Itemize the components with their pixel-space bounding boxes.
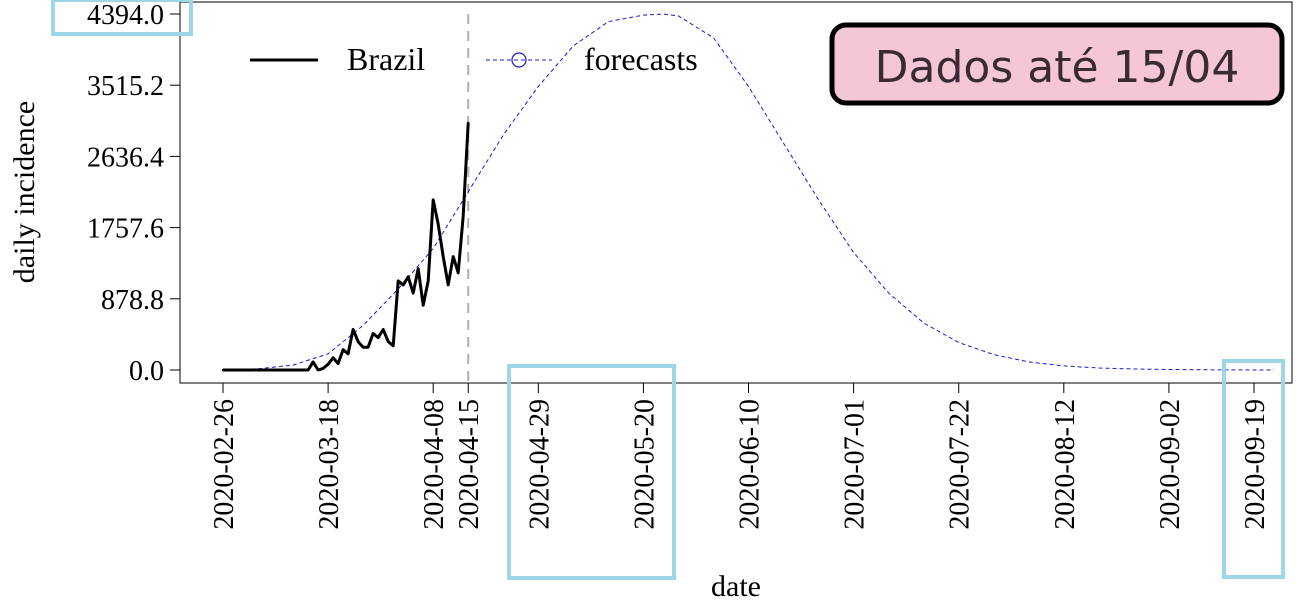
data-point-brazil bbox=[306, 368, 310, 372]
annotation-badge-text: Dados até 15/04 bbox=[875, 42, 1240, 93]
data-point-brazil bbox=[341, 348, 345, 351]
data-point-brazil bbox=[271, 368, 275, 372]
y-tick-label: 1757.6 bbox=[87, 214, 164, 245]
y-tick-label: 4394.0 bbox=[87, 0, 164, 31]
data-point-brazil bbox=[382, 328, 385, 331]
data-point-brazil bbox=[377, 336, 380, 339]
data-point-brazil bbox=[336, 362, 340, 365]
data-point-brazil bbox=[442, 255, 445, 258]
data-point-brazil bbox=[281, 368, 285, 372]
x-tick-label: 2020-04-15 bbox=[454, 399, 485, 530]
highlight-boxes bbox=[51, 0, 1285, 580]
data-point-brazil bbox=[266, 368, 270, 372]
data-point-brazil bbox=[331, 356, 335, 359]
series-line-brazil bbox=[223, 122, 470, 372]
data-point-brazil bbox=[351, 328, 355, 331]
y-axis: 0.0 878.8 1757.6 2636.4 3515.2 4394.0 bbox=[87, 0, 181, 387]
data-point-brazil bbox=[301, 368, 305, 372]
highlight-box-end-date bbox=[1222, 359, 1285, 579]
x-tick-label: 2020-03-18 bbox=[314, 399, 345, 530]
data-point-brazil bbox=[392, 344, 395, 347]
data-point-brazil bbox=[256, 368, 260, 372]
data-point-brazil bbox=[452, 255, 455, 258]
x-tick-label: 2020-08-12 bbox=[1050, 399, 1081, 530]
data-point-brazil bbox=[422, 304, 425, 307]
legend-label-forecasts: forecasts bbox=[584, 41, 698, 77]
y-tick-label: 3515.2 bbox=[87, 71, 164, 102]
x-tick-label: 2020-09-19 bbox=[1240, 399, 1271, 530]
data-point-brazil bbox=[241, 368, 245, 372]
data-point-brazil bbox=[371, 332, 375, 335]
data-point-brazil bbox=[361, 346, 365, 349]
data-point-brazil bbox=[226, 368, 230, 372]
x-tick-label: 2020-05-20 bbox=[629, 399, 660, 530]
legend: Brazil forecasts bbox=[250, 41, 698, 77]
data-point-brazil bbox=[261, 368, 265, 372]
x-tick-label: 2020-07-01 bbox=[840, 399, 871, 530]
data-point-brazil bbox=[366, 346, 370, 349]
data-point-brazil bbox=[412, 291, 415, 295]
legend-label-brazil: Brazil bbox=[347, 41, 425, 77]
x-tick-label: 2020-09-02 bbox=[1155, 399, 1186, 530]
y-axis-title: daily incidence bbox=[8, 101, 41, 283]
data-point-brazil bbox=[346, 352, 350, 355]
x-tick-label: 2020-04-08 bbox=[419, 399, 450, 530]
highlight-box-peak-dates bbox=[507, 364, 676, 580]
x-axis-title: date bbox=[711, 570, 761, 600]
data-point-brazil bbox=[432, 198, 435, 202]
legend-marker-forecasts bbox=[511, 52, 527, 68]
data-point-brazil bbox=[397, 279, 400, 283]
x-tick-label: 2020-06-10 bbox=[735, 399, 766, 530]
x-axis: 2020-02-26 2020-03-18 2020-04-08 2020-04-15… bbox=[209, 382, 1271, 530]
data-point-brazil bbox=[457, 271, 460, 274]
data-point-brazil bbox=[427, 279, 430, 283]
annotation-badge bbox=[829, 22, 1285, 106]
data-point-brazil bbox=[221, 368, 225, 372]
y-tick-label: 0.0 bbox=[129, 356, 164, 387]
data-point-brazil bbox=[251, 368, 255, 372]
data-point-brazil bbox=[402, 283, 405, 287]
data-point-brazil bbox=[316, 368, 320, 372]
data-point-brazil bbox=[236, 368, 240, 372]
data-point-brazil bbox=[462, 214, 465, 218]
data-point-brazil bbox=[447, 283, 450, 287]
data-point-brazil bbox=[467, 121, 470, 125]
data-point-brazil bbox=[291, 368, 295, 372]
data-point-brazil bbox=[387, 340, 390, 343]
y-tick-label: 878.8 bbox=[101, 285, 164, 316]
data-point-brazil bbox=[417, 267, 420, 270]
data-point-brazil bbox=[286, 368, 290, 372]
x-tick-label: 2020-02-26 bbox=[209, 399, 240, 530]
data-point-brazil bbox=[231, 368, 235, 372]
data-point-brazil bbox=[246, 368, 250, 372]
data-point-brazil bbox=[356, 340, 360, 343]
data-point-brazil bbox=[311, 360, 315, 364]
data-point-brazil bbox=[321, 367, 325, 370]
x-tick-label: 2020-07-22 bbox=[945, 399, 976, 530]
series-points-brazil bbox=[221, 121, 470, 372]
y-tick-label: 2636.4 bbox=[87, 142, 164, 173]
data-point-brazil bbox=[326, 363, 330, 366]
data-point-brazil bbox=[296, 368, 300, 372]
data-point-brazil bbox=[437, 223, 440, 226]
data-point-brazil bbox=[407, 275, 410, 278]
x-tick-label: 2020-04-29 bbox=[524, 399, 555, 530]
data-point-brazil bbox=[276, 368, 280, 372]
highlight-box-ymax bbox=[51, 0, 193, 36]
